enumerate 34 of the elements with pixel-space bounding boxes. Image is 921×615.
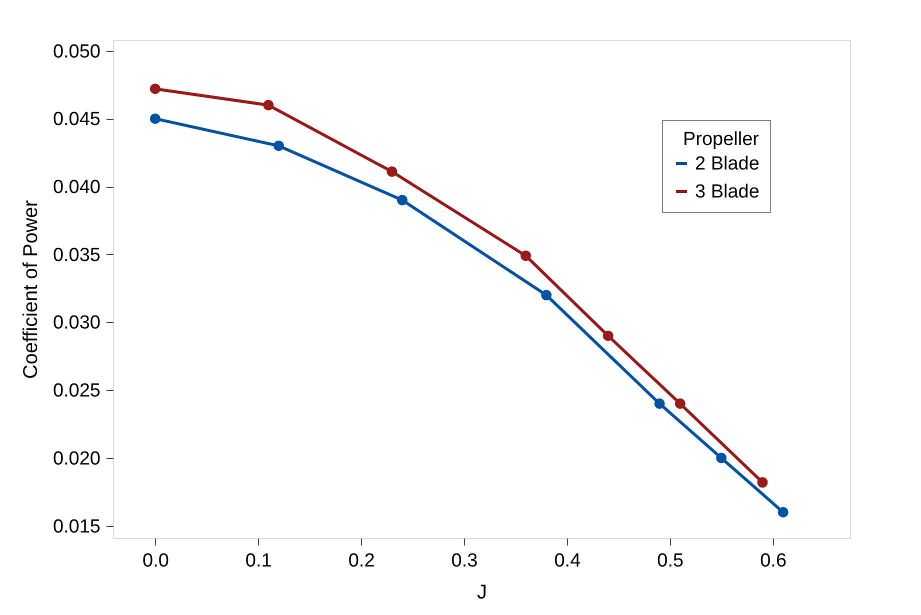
y-tick-label: 0.050	[52, 41, 100, 62]
x-tick-label: 0.5	[657, 550, 684, 572]
point	[386, 166, 398, 177]
y-tick-label: 0.030	[52, 312, 100, 334]
x-tick-label: 0.0	[142, 550, 169, 572]
point	[778, 506, 788, 518]
x-tick-label: 0.4	[554, 550, 582, 572]
point	[150, 113, 160, 124]
point	[757, 477, 768, 488]
point	[150, 84, 160, 94]
x-axis-title: J	[477, 582, 487, 604]
point	[263, 100, 274, 110]
y-tick-label: 0.020	[52, 448, 100, 470]
y-axis-title: Coefficient of Power	[20, 200, 42, 379]
y-tick-label: 0.025	[52, 380, 100, 402]
y-tick-label: 0.015	[52, 516, 100, 538]
y-tick-label: 0.045	[52, 109, 100, 130]
point	[654, 398, 665, 409]
x-tick-label: 0.2	[348, 550, 375, 572]
y-tick-label: 0.035	[52, 244, 100, 266]
legend-title: Propeller	[682, 129, 760, 150]
legend-label: 2 Blade	[695, 154, 760, 174]
legend-label: 3 Blade	[695, 182, 760, 202]
point	[273, 140, 284, 152]
point	[716, 452, 727, 464]
point	[602, 330, 614, 342]
point	[397, 194, 408, 206]
point	[520, 250, 532, 261]
point	[674, 398, 686, 409]
point	[541, 290, 552, 300]
x-tick-label: 0.6	[760, 550, 787, 572]
y-tick-label: 0.040	[52, 177, 100, 198]
x-tick-label: 0.3	[451, 550, 478, 572]
x-tick-label: 0.1	[245, 550, 272, 572]
